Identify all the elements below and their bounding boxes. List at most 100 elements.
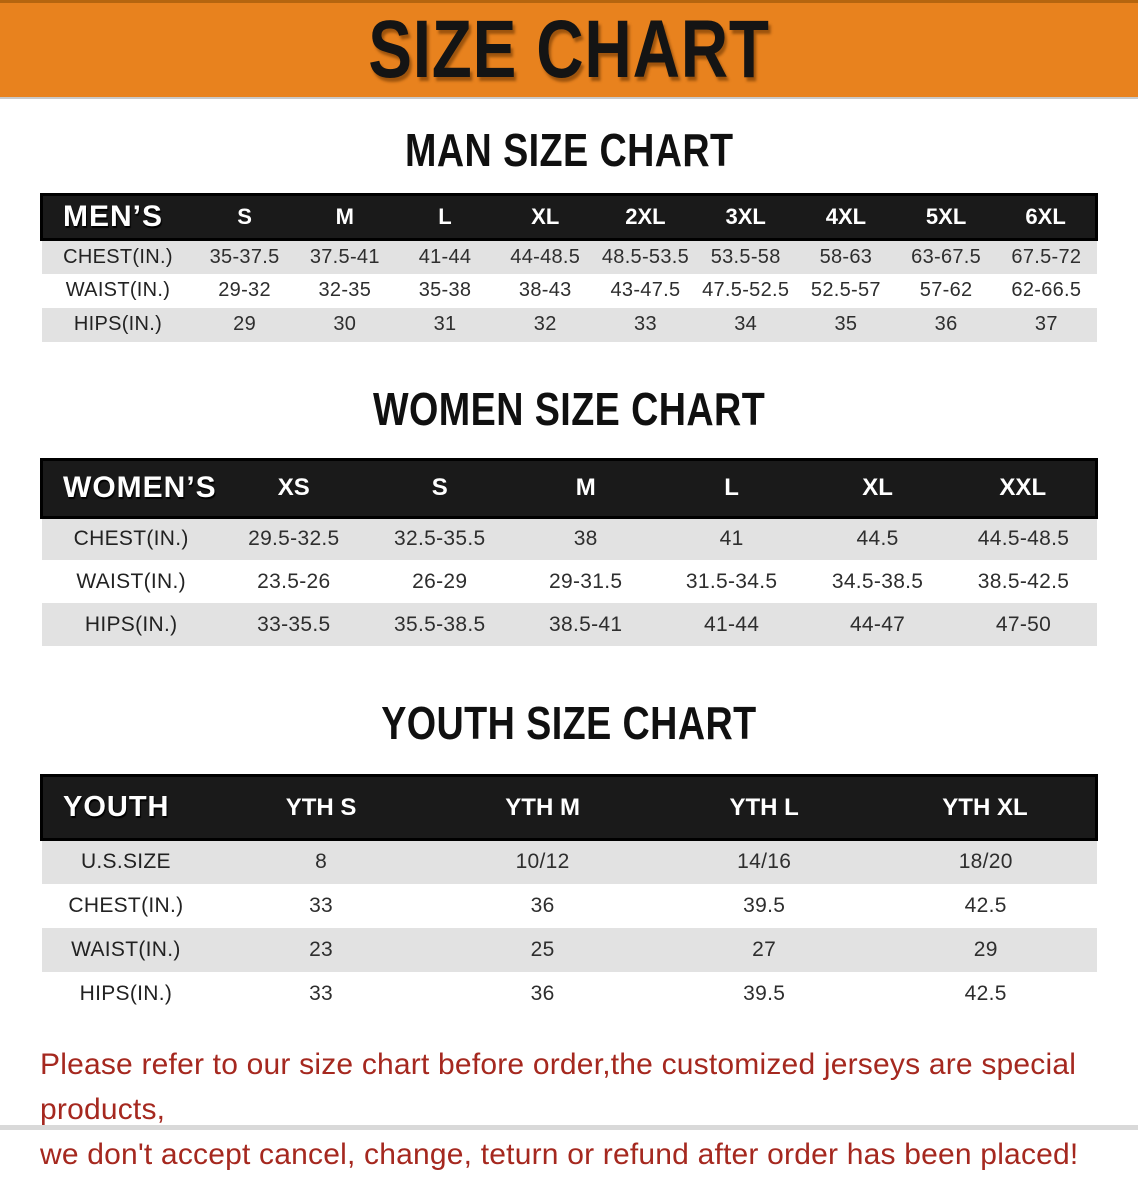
measurement-cell: 43-47.5 bbox=[610, 279, 681, 301]
size-column-header: XS bbox=[220, 457, 367, 519]
row-label-cell: HIPS(IN.) bbox=[79, 981, 173, 1005]
row-label-cell: CHEST(IN.) bbox=[63, 245, 173, 268]
row-label-cell: U.S.SIZE bbox=[80, 850, 171, 874]
measurement-cell: 38.5-42.5 bbox=[977, 569, 1070, 593]
measurement-cell: 48.5-53.5 bbox=[601, 245, 690, 268]
table-row: HIPS(IN.) 33 36 39.5 42.5 bbox=[42, 972, 1097, 1016]
measurement-cell: 29-32 bbox=[218, 279, 271, 301]
section-title-women: WOMEN SIZE CHART bbox=[372, 382, 766, 435]
measurement-cell: 38.5-41 bbox=[549, 612, 623, 636]
size-column-header: 3XL bbox=[695, 193, 796, 241]
measurement-cell: 44.5-48.5 bbox=[977, 527, 1070, 551]
bottom-edge-strip bbox=[0, 1125, 1138, 1130]
size-column-header: S bbox=[194, 193, 295, 241]
order-disclaimer: Please refer to our size chart before or… bbox=[40, 1042, 1098, 1177]
size-column-header: 5XL bbox=[896, 193, 997, 241]
disclaimer-line-2: we don't accept cancel, change, teturn o… bbox=[40, 1137, 1079, 1171]
measurement-cell: 58-63 bbox=[819, 245, 873, 268]
size-column-header: 2XL bbox=[595, 193, 696, 241]
table-row: HIPS(IN.) 33-35.5 35.5-38.5 38.5-41 41-44 44-… bbox=[41, 603, 1097, 646]
measurement-cell: 47.5-52.5 bbox=[702, 279, 790, 301]
table-header-row: YOUTH YTH S YTH M YTH L YTH XL bbox=[40, 774, 1098, 841]
disclaimer-line-1: Please refer to our size chart before or… bbox=[40, 1047, 1077, 1126]
measurement-cell: 35 bbox=[834, 313, 858, 335]
measurement-cell: 42.5 bbox=[964, 981, 1007, 1005]
measurement-cell: 33 bbox=[309, 981, 334, 1005]
measurement-cell: 34.5-38.5 bbox=[831, 569, 924, 593]
measurement-cell: 27 bbox=[752, 937, 777, 961]
banner-title: SIZE CHART bbox=[368, 4, 770, 95]
size-column-header: YTH M bbox=[431, 774, 654, 841]
size-charts-container: MAN SIZE CHART MEN’S S M L XL 2XL 3XL 4XL 5XL 6XL C… bbox=[0, 123, 1138, 1016]
measurement-cell: 10/12 bbox=[515, 850, 570, 874]
table-row: HIPS(IN.) 29 30 31 32 33 34 35 36 37 bbox=[41, 307, 1097, 342]
men-size-table: MEN’S S M L XL 2XL 3XL 4XL 5XL 6XL CHEST(IN.) 35-37… bbox=[40, 193, 1099, 342]
measurement-cell: 32-35 bbox=[318, 279, 372, 301]
measurement-cell: 35-38 bbox=[418, 279, 472, 301]
size-column-header: YTH XL bbox=[874, 774, 1098, 841]
row-label-cell: CHEST(IN.) bbox=[73, 527, 189, 551]
measurement-cell: 63-67.5 bbox=[911, 245, 982, 268]
table-row: CHEST(IN.) 33 36 39.5 42.5 bbox=[42, 884, 1097, 928]
row-label-cell: HIPS(IN.) bbox=[73, 313, 163, 335]
table-row: CHEST(IN.) 35-37.5 37.5-41 41-44 44-48.5 48.5… bbox=[41, 239, 1097, 274]
measurement-cell: 32.5-35.5 bbox=[394, 527, 486, 551]
size-column-header: 6XL bbox=[996, 193, 1099, 241]
section-title-men: MAN SIZE CHART bbox=[404, 124, 734, 176]
table-row: WAIST(IN.) 29-32 32-35 35-38 38-43 43-47.5 47.… bbox=[42, 274, 1097, 308]
measurement-cell: 39.5 bbox=[743, 893, 786, 917]
row-label-cell: WAIST(IN.) bbox=[65, 279, 171, 301]
size-column-header: XXL bbox=[950, 457, 1098, 519]
measurement-cell: 18/20 bbox=[958, 850, 1013, 874]
measurement-cell: 31.5-34.5 bbox=[685, 569, 778, 593]
size-chart-section-youth: YOUTH SIZE CHART YOUTH YTH S YTH M YTH L YTH … bbox=[0, 696, 1138, 1016]
measurement-cell: 52.5-57 bbox=[810, 279, 881, 301]
measurement-cell: 67.5-72 bbox=[1011, 245, 1082, 268]
row-label-cell: CHEST(IN.) bbox=[68, 893, 184, 917]
measurement-cell: 33-35.5 bbox=[257, 612, 331, 636]
section-title-youth: YOUTH SIZE CHART bbox=[381, 697, 757, 749]
size-chart-section-men: MAN SIZE CHART MEN’S S M L XL 2XL 3XL 4XL 5XL 6XL C… bbox=[0, 123, 1138, 342]
size-column-header: 4XL bbox=[795, 193, 896, 241]
measurement-cell: 41-44 bbox=[418, 245, 472, 268]
measurement-cell: 29.5-32.5 bbox=[248, 527, 340, 551]
size-column-header: YTH L bbox=[653, 774, 875, 841]
measurement-cell: 32 bbox=[533, 313, 557, 335]
size-column-header: M bbox=[294, 193, 395, 241]
measurement-cell: 38-43 bbox=[518, 279, 572, 301]
measurement-cell: 26-29 bbox=[412, 569, 468, 593]
measurement-cell: 29-31.5 bbox=[549, 569, 623, 593]
measurement-cell: 35.5-38.5 bbox=[394, 612, 486, 636]
size-column-header: XL bbox=[495, 193, 596, 241]
measurement-cell: 31 bbox=[433, 313, 457, 335]
measurement-cell: 44-47 bbox=[849, 612, 906, 636]
measurement-cell: 37 bbox=[1034, 313, 1058, 335]
measurement-cell: 42.5 bbox=[964, 893, 1007, 917]
measurement-cell: 62-66.5 bbox=[1011, 279, 1082, 301]
size-column-header: L bbox=[658, 457, 805, 519]
measurement-cell: 23.5-26 bbox=[257, 569, 331, 593]
size-column-header: XL bbox=[804, 457, 951, 519]
table-corner-cell: YOUTH bbox=[40, 774, 211, 841]
row-label-cell: WAIST(IN.) bbox=[76, 569, 186, 593]
measurement-cell: 57-62 bbox=[919, 279, 973, 301]
measurement-cell: 36 bbox=[530, 981, 555, 1005]
size-chart-section-women: WOMEN SIZE CHART WOMEN’S XS S M L XL XXL CHEST(I… bbox=[0, 382, 1138, 646]
measurement-cell: 44.5 bbox=[856, 527, 899, 551]
measurement-cell: 29 bbox=[233, 313, 256, 335]
size-chart-banner: SIZE CHART bbox=[0, 0, 1138, 97]
measurement-cell: 44-48.5 bbox=[510, 245, 581, 268]
row-label-cell: WAIST(IN.) bbox=[71, 937, 181, 961]
measurement-cell: 33 bbox=[309, 893, 334, 917]
measurement-cell: 36 bbox=[530, 893, 555, 917]
measurement-cell: 41-44 bbox=[704, 612, 760, 636]
measurement-cell: 23 bbox=[309, 937, 334, 961]
size-column-header: YTH S bbox=[210, 774, 432, 841]
measurement-cell: 25 bbox=[530, 937, 555, 961]
table-row: CHEST(IN.) 29.5-32.5 32.5-35.5 38 41 44.5 44.5… bbox=[41, 517, 1097, 560]
row-label-cell: HIPS(IN.) bbox=[84, 612, 178, 636]
measurement-cell: 37.5-41 bbox=[309, 245, 380, 268]
measurement-cell: 8 bbox=[315, 850, 328, 874]
table-corner-cell: MEN’S bbox=[40, 193, 195, 241]
table-row: WAIST(IN.) 23.5-26 26-29 29-31.5 31.5-34.5 34… bbox=[42, 560, 1097, 603]
